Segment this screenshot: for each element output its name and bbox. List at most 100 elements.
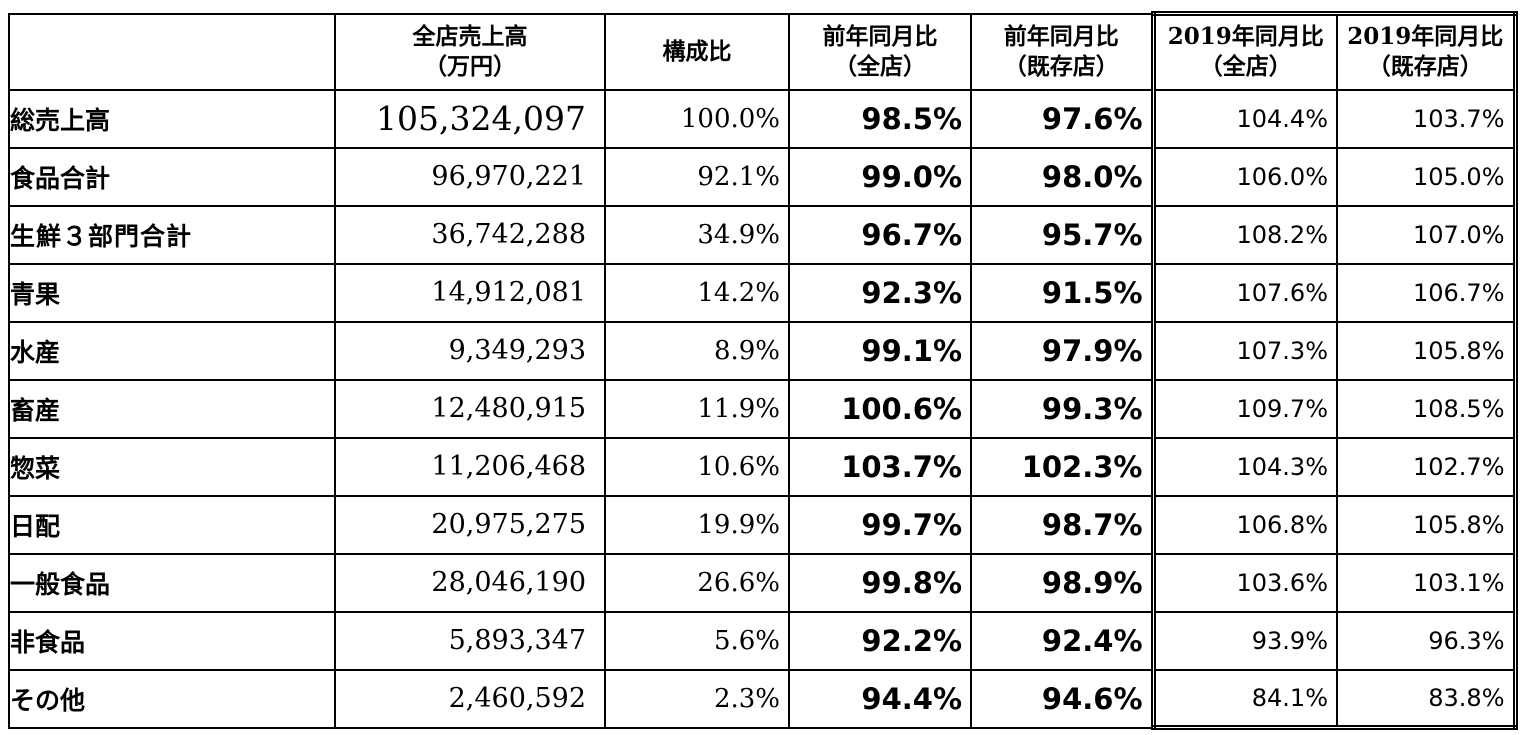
y2019-all-value: 103.6% [1150, 552, 1338, 613]
yoy-all-value: 99.8% [788, 552, 972, 613]
header-2019-all: 2019年同月比 （全店） [1150, 11, 1338, 91]
y2019-exist-value: 103.7% [1336, 88, 1518, 149]
sales-value: 36,742,288 [334, 204, 606, 265]
yoy-all-value: 96.7% [788, 204, 972, 265]
header-2019-exist: 2019年同月比 （既存店） [1336, 11, 1518, 91]
y2019-exist-value: 83.8% [1336, 668, 1518, 730]
sales-value: 5,893,347 [334, 610, 606, 671]
sales-value: 12,480,915 [334, 378, 606, 439]
header-2019-exist-line1: 2019年同月比 [1347, 23, 1504, 51]
y2019-exist-value: 105.0% [1336, 146, 1518, 207]
header-2019-all-line1: 2019年同月比 [1167, 23, 1324, 51]
header-yoy-all: 前年同月比 （全店） [788, 12, 972, 91]
ratio-value: 10.6% [604, 436, 790, 497]
yoy-exist-value: 92.4% [970, 610, 1154, 671]
sales-value: 14,912,081 [334, 262, 606, 323]
header-row: 全店売上高 （万円） 構成比 前年同月比 （全店） 前年同月比 （既存店） 20… [8, 11, 1518, 91]
yoy-all-value: 92.2% [788, 610, 972, 671]
y2019-exist-value: 102.7% [1336, 436, 1518, 497]
header-sales-line2: （万円） [424, 52, 516, 80]
table-row: 食品合計 96,970,221 92.1% 99.0% 98.0% 106.0%… [8, 146, 1518, 207]
table-row: 水産 9,349,293 8.9% 99.1% 97.9% 107.3% 105… [8, 320, 1518, 381]
yoy-exist-value: 94.6% [970, 668, 1154, 729]
ratio-value: 14.2% [604, 262, 790, 323]
header-yoy-all-line1: 前年同月比 [822, 22, 938, 50]
header-sales-line1: 全店売上高 [412, 22, 528, 50]
ratio-value: 5.6% [604, 610, 790, 671]
y2019-exist-value: 108.5% [1336, 378, 1518, 439]
yoy-all-value: 103.7% [788, 436, 972, 497]
table-row: 日配 20,975,275 19.9% 99.7% 98.7% 106.8% 1… [8, 494, 1518, 555]
yoy-all-value: 98.5% [788, 88, 972, 149]
yoy-exist-value: 98.9% [970, 552, 1154, 613]
header-2019-all-line2: （全店） [1199, 53, 1292, 81]
header-ratio-label: 構成比 [662, 37, 732, 65]
row-label: 青果 [8, 262, 336, 323]
row-label: 惣菜 [8, 436, 336, 497]
y2019-all-value: 109.7% [1150, 378, 1338, 439]
yoy-all-value: 94.4% [788, 668, 972, 729]
ratio-value: 100.0% [604, 88, 790, 149]
sales-value: 20,975,275 [334, 494, 606, 555]
yoy-all-value: 100.6% [788, 378, 972, 439]
table-row: 総売上高 105,324,097 100.0% 98.5% 97.6% 104.… [8, 88, 1518, 149]
row-label: 食品合計 [8, 146, 336, 207]
header-yoy-exist-line1: 前年同月比 [1003, 22, 1119, 50]
row-label: 日配 [8, 494, 336, 555]
table-row: 青果 14,912,081 14.2% 92.3% 91.5% 107.6% 1… [8, 262, 1518, 323]
header-yoy-all-line2: （全店） [834, 52, 926, 80]
y2019-all-value: 106.8% [1150, 494, 1338, 555]
yoy-exist-value: 98.0% [970, 146, 1154, 207]
y2019-all-value: 107.6% [1150, 262, 1338, 323]
y2019-exist-value: 103.1% [1336, 552, 1518, 613]
header-yoy-exist: 前年同月比 （既存店） [970, 12, 1154, 91]
y2019-all-value: 104.3% [1150, 436, 1338, 497]
table-row: 非食品 5,893,347 5.6% 92.2% 92.4% 93.9% 96.… [8, 610, 1518, 671]
row-label: 非食品 [8, 610, 336, 671]
y2019-exist-value: 106.7% [1336, 262, 1518, 323]
y2019-all-value: 104.4% [1150, 88, 1338, 149]
y2019-all-value: 108.2% [1150, 204, 1338, 265]
sales-value: 105,324,097 [334, 88, 606, 149]
yoy-all-value: 92.3% [788, 262, 972, 323]
table-row: 生鮮３部門合計 36,742,288 34.9% 96.7% 95.7% 108… [8, 204, 1518, 265]
ratio-value: 26.6% [604, 552, 790, 613]
ratio-value: 11.9% [604, 378, 790, 439]
table-row: その他 2,460,592 2.3% 94.4% 94.6% 84.1% 83.… [8, 668, 1518, 730]
y2019-all-value: 93.9% [1150, 610, 1338, 671]
sales-value: 9,349,293 [334, 320, 606, 381]
yoy-exist-value: 98.7% [970, 494, 1154, 555]
y2019-exist-value: 107.0% [1336, 204, 1518, 265]
ratio-value: 92.1% [604, 146, 790, 207]
row-label: 水産 [8, 320, 336, 381]
y2019-exist-value: 96.3% [1336, 610, 1518, 671]
yoy-exist-value: 97.9% [970, 320, 1154, 381]
sales-value: 28,046,190 [334, 552, 606, 613]
yoy-exist-value: 99.3% [970, 378, 1154, 439]
ratio-value: 34.9% [604, 204, 790, 265]
row-label: 一般食品 [8, 552, 336, 613]
header-item [8, 12, 336, 91]
header-sales: 全店売上高 （万円） [334, 12, 606, 91]
yoy-exist-value: 91.5% [970, 262, 1154, 323]
yoy-all-value: 99.1% [788, 320, 972, 381]
yoy-exist-value: 97.6% [970, 88, 1154, 149]
row-label: その他 [8, 668, 336, 729]
table-row: 一般食品 28,046,190 26.6% 99.8% 98.9% 103.6%… [8, 552, 1518, 613]
sales-value: 96,970,221 [334, 146, 606, 207]
y2019-all-value: 106.0% [1150, 146, 1338, 207]
header-2019-exist-line2: （既存店） [1367, 53, 1483, 81]
header-ratio: 構成比 [604, 12, 790, 91]
header-yoy-exist-line2: （既存店） [1003, 52, 1119, 80]
yoy-exist-value: 95.7% [970, 204, 1154, 265]
yoy-all-value: 99.0% [788, 146, 972, 207]
table-row: 畜産 12,480,915 11.9% 100.6% 99.3% 109.7% … [8, 378, 1518, 439]
sales-value: 11,206,468 [334, 436, 606, 497]
y2019-all-value: 107.3% [1150, 320, 1338, 381]
sales-table: 全店売上高 （万円） 構成比 前年同月比 （全店） 前年同月比 （既存店） 20… [8, 11, 1518, 730]
table-row: 惣菜 11,206,468 10.6% 103.7% 102.3% 104.3%… [8, 436, 1518, 497]
ratio-value: 8.9% [604, 320, 790, 381]
yoy-exist-value: 102.3% [970, 436, 1154, 497]
sales-value: 2,460,592 [334, 668, 606, 729]
y2019-exist-value: 105.8% [1336, 320, 1518, 381]
